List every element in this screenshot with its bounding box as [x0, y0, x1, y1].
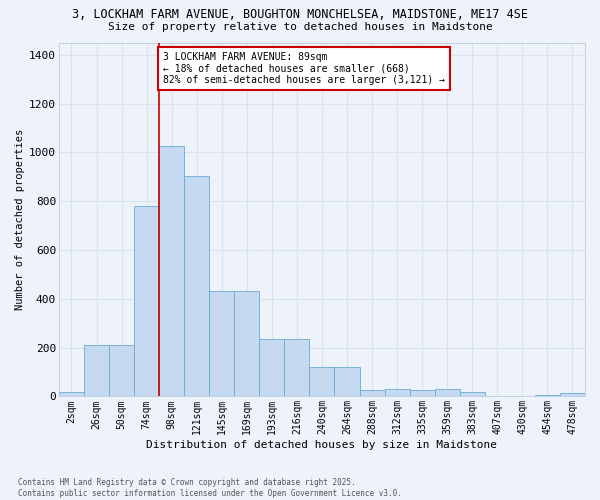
Text: Size of property relative to detached houses in Maidstone: Size of property relative to detached ho…	[107, 22, 493, 32]
Bar	[410, 390, 434, 396]
Bar	[184, 176, 209, 396]
Bar	[284, 339, 310, 396]
Bar	[460, 392, 485, 396]
Bar	[259, 339, 284, 396]
Bar	[310, 367, 334, 396]
Bar	[334, 367, 359, 396]
Bar	[434, 389, 460, 396]
Text: 3 LOCKHAM FARM AVENUE: 89sqm
← 18% of detached houses are smaller (668)
82% of s: 3 LOCKHAM FARM AVENUE: 89sqm ← 18% of de…	[163, 52, 445, 86]
X-axis label: Distribution of detached houses by size in Maidstone: Distribution of detached houses by size …	[146, 440, 497, 450]
Text: 3, LOCKHAM FARM AVENUE, BOUGHTON MONCHELSEA, MAIDSTONE, ME17 4SE: 3, LOCKHAM FARM AVENUE, BOUGHTON MONCHEL…	[72, 8, 528, 20]
Bar	[109, 345, 134, 397]
Y-axis label: Number of detached properties: Number of detached properties	[15, 129, 25, 310]
Bar	[560, 394, 585, 396]
Bar	[359, 390, 385, 396]
Bar	[209, 292, 234, 397]
Bar	[159, 146, 184, 397]
Bar	[535, 395, 560, 396]
Bar	[234, 292, 259, 397]
Text: Contains HM Land Registry data © Crown copyright and database right 2025.
Contai: Contains HM Land Registry data © Crown c…	[18, 478, 402, 498]
Bar	[134, 206, 159, 396]
Bar	[84, 345, 109, 397]
Bar	[59, 392, 84, 396]
Bar	[385, 389, 410, 396]
